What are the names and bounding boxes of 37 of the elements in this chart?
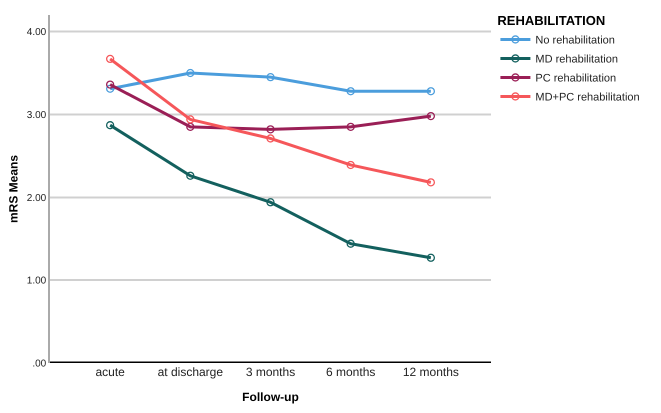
legend-title: REHABILITATION <box>497 12 606 28</box>
point <box>346 122 355 132</box>
x-tick-label: 12 months <box>402 365 459 379</box>
y-tick-label: .00 <box>32 358 47 370</box>
point <box>346 160 355 170</box>
x-tick-label: acute <box>95 365 126 379</box>
x-tick-label: at discharge <box>158 365 224 379</box>
point <box>266 125 275 134</box>
y-tick-label: 3.00 <box>26 110 47 121</box>
legend-label: PC rehabilitation <box>535 72 616 85</box>
y-tick-label: 4.00 <box>26 27 47 38</box>
point <box>346 240 355 248</box>
point <box>426 254 436 262</box>
point <box>106 84 114 93</box>
point <box>186 122 194 132</box>
y-tick-label: 2.00 <box>26 192 47 204</box>
point <box>266 72 275 82</box>
x-tick-label: 3 months <box>246 365 296 379</box>
point <box>106 121 114 130</box>
y-tick-label: 1.00 <box>26 276 47 287</box>
point <box>266 198 275 206</box>
point <box>186 68 194 78</box>
point <box>266 134 275 143</box>
point <box>346 87 355 96</box>
point <box>106 80 114 89</box>
point <box>426 112 436 120</box>
point <box>186 172 194 180</box>
point <box>426 178 436 187</box>
y-axis-title: mRS Means <box>6 154 21 224</box>
x-axis-title: Follow-up <box>242 390 299 404</box>
legend-label: MD+PC rehabilitation <box>535 92 640 104</box>
point <box>426 87 436 96</box>
point <box>186 115 194 124</box>
x-tick-label: 6 months <box>326 365 376 379</box>
legend-label: No rehabilitation <box>535 34 615 47</box>
point <box>106 54 114 64</box>
legend-label: MD rehabilitation <box>535 54 618 66</box>
